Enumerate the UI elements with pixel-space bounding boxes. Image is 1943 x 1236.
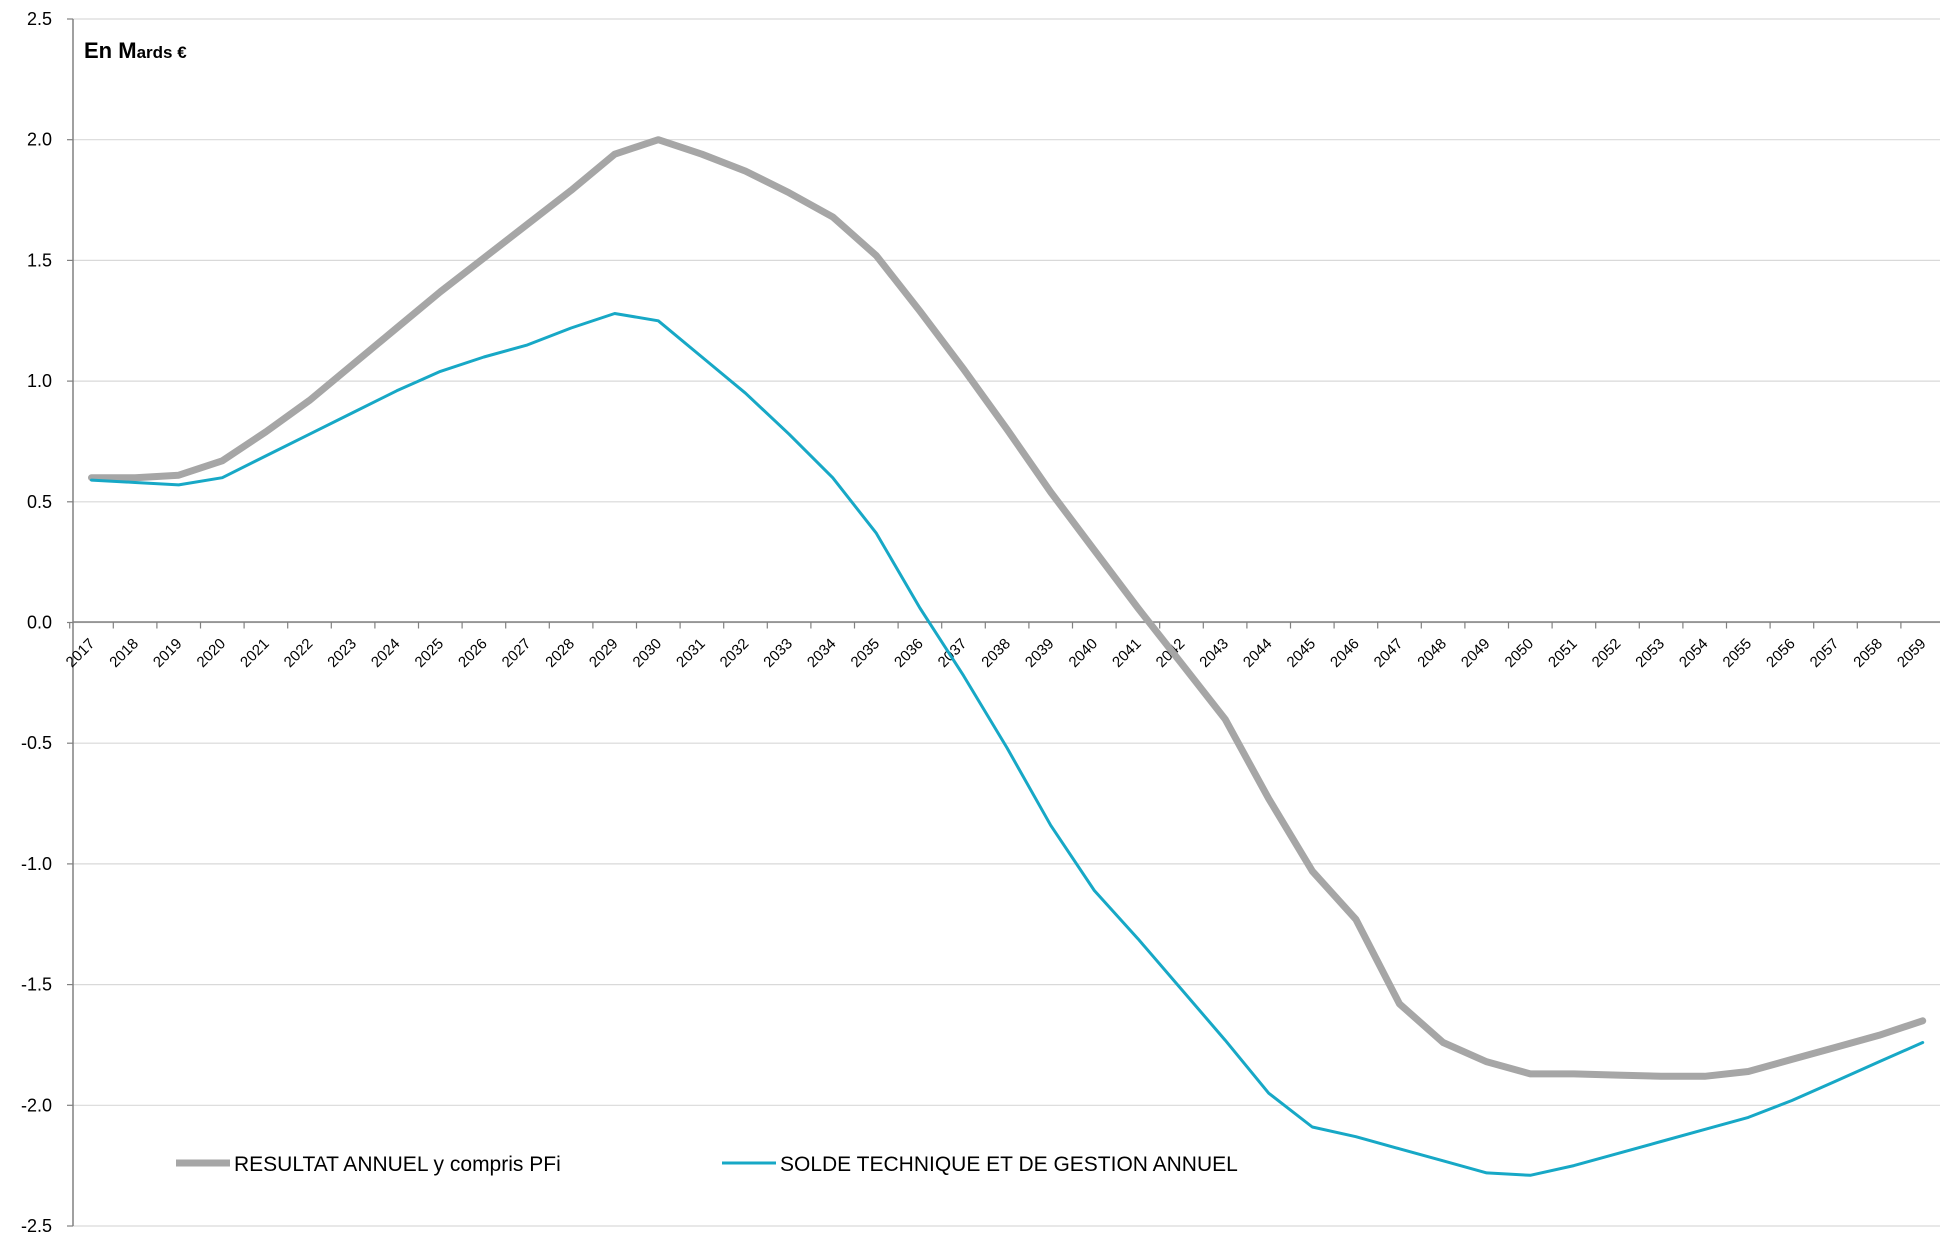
unit-label-main: En M (84, 38, 137, 63)
y-tick-label: 1.0 (27, 371, 52, 391)
x-tick-label: 2024 (368, 635, 404, 671)
x-tick-label: 2020 (194, 635, 230, 671)
x-tick-label: 2035 (848, 635, 884, 671)
x-tick-label: 2027 (499, 635, 535, 671)
y-tick-labels: 2.5 2.0 1.5 1.0 0.5 0.0 -0.5 -1.0 -1.5 -2.0 -2.5 (21, 9, 73, 1236)
y-tick-label: 0.0 (27, 613, 52, 633)
legend-label-resultat: RESULTAT ANNUEL y compris PFi (234, 1153, 561, 1176)
x-tick-label: 2033 (760, 635, 796, 671)
y-tick-label: -1.5 (21, 975, 52, 995)
x-tick-label: 2056 (1763, 635, 1799, 671)
x-tick-labels: 2017 2018 2019 2020 2021 2022 2023 2024 2025 2026… (63, 622, 1930, 671)
x-tick-label: 2028 (542, 635, 578, 671)
x-tick-label: 2026 (455, 635, 491, 671)
x-tick-label: 2055 (1720, 635, 1756, 671)
legend-item-solde: SOLDE TECHNIQUE ET DE GESTION ANNUEL (722, 1153, 1238, 1176)
x-tick-label: 2058 (1850, 635, 1886, 671)
legend: RESULTAT ANNUEL y compris PFi SOLDE TECH… (176, 1153, 1238, 1176)
x-tick-label: 2050 (1502, 635, 1538, 671)
series-line-resultat (88, 136, 1927, 1080)
x-tick-label: 2041 (1109, 635, 1145, 671)
x-tick-label: 2040 (1066, 635, 1102, 671)
x-tick-label: 2045 (1284, 635, 1320, 671)
x-tick-label: 2053 (1632, 635, 1668, 671)
x-tick-label: 2034 (804, 635, 840, 671)
y-tick-label: 1.5 (27, 250, 52, 270)
y-tick-label: -1.0 (21, 854, 52, 874)
series-line-solde (90, 312, 1925, 1177)
x-tick-label: 2029 (586, 635, 622, 671)
y-tick-label: 0.5 (27, 492, 52, 512)
x-tick-label: 2047 (1371, 635, 1407, 671)
legend-item-resultat: RESULTAT ANNUEL y compris PFi (176, 1153, 561, 1176)
series-lines (88, 136, 1927, 1177)
x-tick-label: 2017 (63, 635, 99, 671)
x-tick-label: 2022 (281, 635, 317, 671)
x-tick-label: 2054 (1676, 635, 1712, 671)
x-tick-label: 2018 (106, 635, 142, 671)
x-tick-label: 2038 (978, 635, 1014, 671)
unit-label: En Mards € (84, 38, 187, 63)
y-tick-label: -0.5 (21, 733, 52, 753)
y-tick-label: -2.5 (21, 1216, 52, 1236)
legend-label-solde: SOLDE TECHNIQUE ET DE GESTION ANNUEL (780, 1153, 1238, 1176)
x-tick-label: 2021 (237, 635, 273, 671)
x-tick-label: 2048 (1414, 635, 1450, 671)
y-tick-label: 2.5 (27, 9, 52, 29)
x-tick-label: 2023 (324, 635, 360, 671)
x-tick-label: 2059 (1894, 635, 1930, 671)
x-tick-label: 2052 (1589, 635, 1625, 671)
x-tick-label: 2030 (630, 635, 666, 671)
x-tick-label: 2019 (150, 635, 186, 671)
y-tick-label: 2.0 (27, 130, 52, 150)
x-tick-label: 2039 (1022, 635, 1058, 671)
unit-label-small: ards € (137, 43, 188, 62)
x-tick-label: 2031 (673, 635, 709, 671)
x-tick-label: 2043 (1196, 635, 1232, 671)
y-tick-label: -2.0 (21, 1095, 52, 1115)
x-tick-label: 2051 (1545, 635, 1581, 671)
x-tick-label: 2057 (1807, 635, 1843, 671)
x-tick-label: 2044 (1240, 635, 1276, 671)
x-tick-label: 2025 (412, 635, 448, 671)
x-tick-label: 2036 (891, 635, 927, 671)
x-tick-label: 2049 (1458, 635, 1494, 671)
x-tick-label: 2032 (717, 635, 753, 671)
x-tick-label: 2046 (1327, 635, 1363, 671)
axes (72, 19, 1940, 1226)
